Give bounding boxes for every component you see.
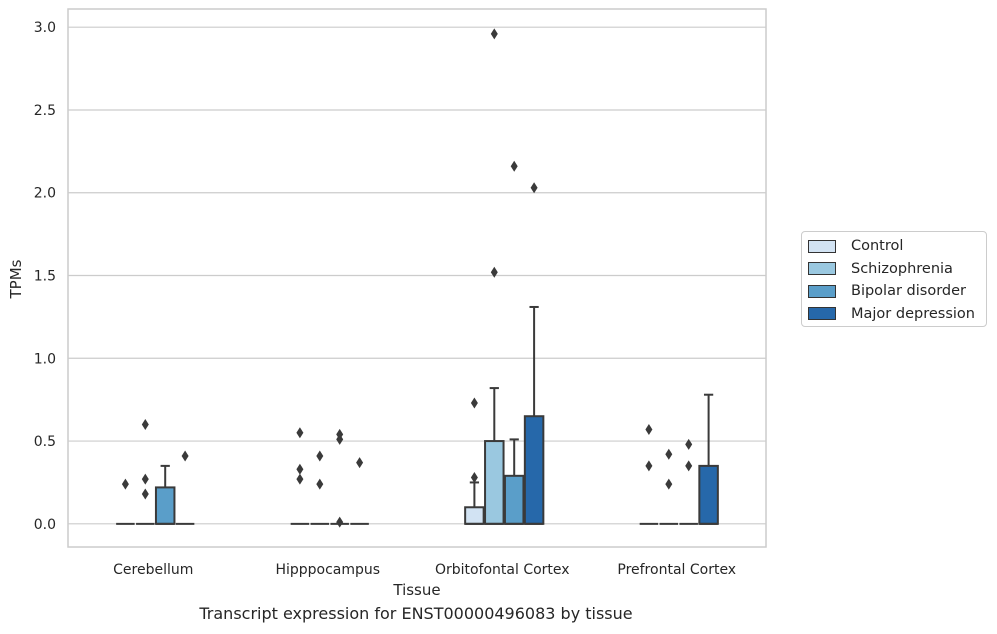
legend-label: Bipolar disorder bbox=[851, 283, 966, 300]
box-major-depression bbox=[698, 393, 719, 525]
y-tick-label: 0.5 bbox=[34, 434, 56, 450]
plot-frame bbox=[67, 8, 767, 548]
outlier-point bbox=[316, 478, 324, 490]
outlier-point bbox=[141, 473, 149, 485]
legend-swatch bbox=[808, 307, 836, 321]
legend-swatch bbox=[808, 239, 836, 253]
outlier-point bbox=[336, 516, 344, 528]
legend-swatch bbox=[808, 262, 836, 276]
outlier-point bbox=[490, 28, 498, 40]
outlier-point bbox=[470, 397, 478, 409]
outlier-point bbox=[685, 460, 693, 472]
outlier-point bbox=[141, 419, 149, 431]
box-schizophrenia bbox=[484, 387, 505, 525]
outlier-point bbox=[490, 266, 498, 278]
outlier-point bbox=[336, 428, 344, 440]
x-tick-label: Prefrontal Cortex bbox=[617, 562, 736, 578]
outlier-point bbox=[665, 448, 673, 460]
figure-caption: Transcript expression for ENST0000049608… bbox=[199, 604, 633, 623]
y-tick-labels: 0.0 0.5 1.0 1.5 2.0 2.5 3.0 bbox=[34, 20, 56, 533]
legend-item: Schizophrenia bbox=[808, 258, 986, 281]
outlier-point bbox=[181, 450, 189, 462]
x-tick-label: Cerebellum bbox=[113, 562, 193, 578]
outlier-point bbox=[645, 460, 653, 472]
outlier-point bbox=[470, 471, 478, 483]
box-body bbox=[503, 474, 525, 525]
x-axis-label: Tissue bbox=[392, 581, 440, 599]
y-tick-label: 2.5 bbox=[34, 103, 56, 119]
outlier-point bbox=[645, 423, 653, 435]
x-tick-label: Hipppocampus bbox=[275, 562, 380, 578]
y-tick-label: 2.0 bbox=[34, 186, 56, 202]
box-major-depression bbox=[523, 305, 545, 525]
legend-label: Control bbox=[851, 238, 904, 255]
box-body bbox=[523, 415, 545, 525]
box-bipolar-disorder bbox=[503, 438, 525, 525]
y-tick-label: 1.5 bbox=[34, 269, 56, 285]
box-plot-series bbox=[116, 305, 719, 525]
box-body bbox=[154, 486, 176, 525]
outlier-point bbox=[121, 478, 129, 490]
legend-item: Major depression bbox=[808, 303, 986, 326]
outlier-point bbox=[316, 450, 324, 462]
legend: Control Schizophrenia Bipolar disorder Majo… bbox=[801, 231, 987, 327]
outlier-point bbox=[510, 160, 518, 172]
outlier-point bbox=[685, 438, 693, 450]
outlier-point bbox=[296, 427, 304, 439]
outlier-point bbox=[141, 488, 149, 500]
legend-swatch bbox=[808, 284, 836, 298]
y-tick-label: 3.0 bbox=[34, 20, 56, 36]
outlier-point bbox=[665, 478, 673, 490]
legend-item: Bipolar disorder bbox=[808, 280, 986, 303]
y-axis-label: TPMs bbox=[7, 259, 25, 299]
box-body bbox=[698, 464, 719, 525]
legend-label: Schizophrenia bbox=[851, 260, 953, 277]
legend-item: Control bbox=[808, 235, 986, 258]
y-tick-label: 1.0 bbox=[34, 351, 56, 367]
box-bipolar-disorder bbox=[154, 464, 176, 525]
x-tick-label: Orbitofontal Cortex bbox=[435, 562, 570, 578]
box-body bbox=[464, 506, 485, 525]
x-tick-labels: Cerebellum Hipppocampus Orbitofontal Corte… bbox=[113, 562, 736, 578]
box-control bbox=[464, 481, 485, 525]
outlier-point bbox=[356, 457, 364, 469]
outlier-point bbox=[296, 473, 304, 485]
box-body bbox=[484, 440, 505, 525]
outlier-point bbox=[530, 182, 538, 194]
outlier-markers bbox=[121, 28, 693, 528]
legend-label: Major depression bbox=[851, 305, 975, 322]
outlier-point bbox=[296, 463, 304, 475]
gridlines bbox=[68, 26, 766, 525]
y-tick-label: 0.0 bbox=[34, 517, 56, 533]
